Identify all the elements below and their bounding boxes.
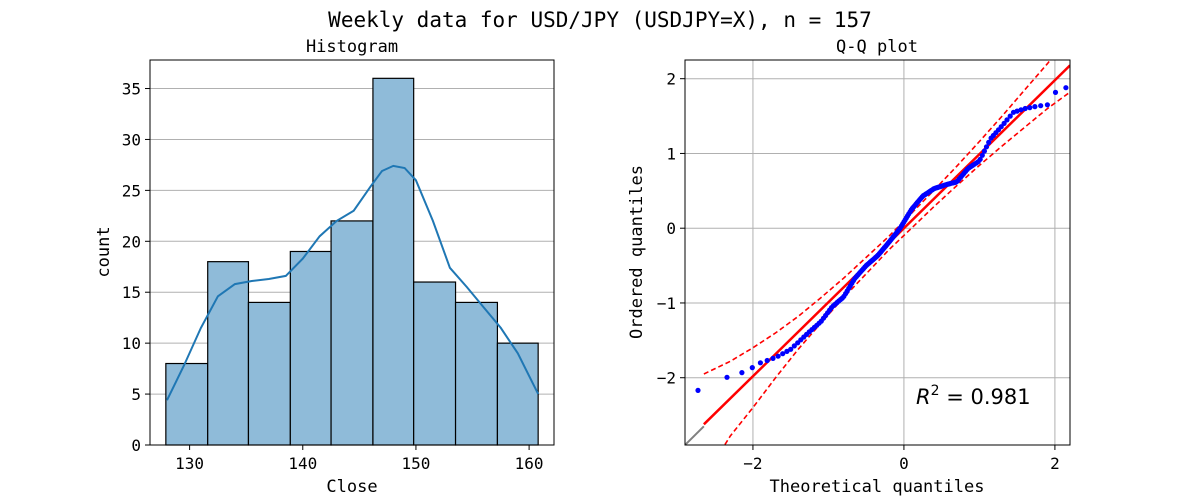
qq-point [739, 370, 745, 376]
qq-y-tick-label: 1 [666, 144, 676, 163]
histogram-x-tick-label: 130 [175, 454, 204, 473]
qq-plot-grid [685, 60, 1070, 445]
qq-x-tick-label: 0 [899, 454, 909, 473]
qq-point [749, 365, 755, 371]
qq-point [1078, 85, 1083, 90]
qq-point [983, 144, 990, 150]
qq-point [788, 346, 794, 352]
qq-point [979, 152, 985, 158]
confidence-band-upper [703, 60, 1052, 375]
histogram-x-tick-label: 140 [288, 454, 317, 473]
qq-point [981, 148, 988, 154]
qq-point [1044, 102, 1050, 108]
qq-point [1022, 105, 1028, 112]
qq-y-tick-label: 0 [666, 219, 676, 238]
kde-curve [166, 164, 540, 401]
qq-point [986, 139, 992, 145]
qq-point [775, 353, 781, 359]
qq-point [780, 351, 786, 357]
histogram-bar [413, 281, 457, 446]
qq-plot-title: Q-Q plot [836, 37, 918, 57]
qq-point [724, 374, 730, 380]
figure-title: Weekly data for USD/JPY (USDJPY=X), n = … [328, 8, 872, 32]
qq-points [695, 85, 1112, 393]
histogram-y-tick-label: 25 [122, 181, 141, 200]
histogram-frame [149, 59, 555, 446]
qq-y-label: Ordered quantiles [627, 165, 647, 339]
histogram-bar [372, 77, 415, 446]
histogram-y-tick-label: 0 [131, 436, 141, 455]
histogram-x-ticks: 130 140 150 160 [175, 445, 544, 473]
qq-point [791, 343, 797, 349]
qq-point [1018, 107, 1024, 113]
qq-point [1007, 113, 1013, 119]
histogram-bar [207, 261, 250, 446]
confidence-band-lower [723, 91, 1070, 445]
reference-line [685, 425, 705, 445]
r-squared-annotation: R2 = 0.981 [916, 383, 1031, 409]
qq-point [757, 360, 764, 366]
histogram-bar [330, 220, 374, 446]
qq-y-tick-label: −2 [657, 369, 676, 388]
qq-y-ticks: −2 −1 0 1 2 [657, 70, 685, 388]
histogram-y-tick-label: 35 [122, 80, 141, 99]
qq-point [1004, 117, 1010, 123]
histogram-bars [165, 77, 539, 446]
qq-point [977, 156, 983, 162]
histogram-y-ticks: 0 5 10 15 20 25 30 35 [122, 80, 150, 455]
qq-x-tick-label: 2 [1050, 454, 1060, 473]
histogram-title: Histogram [306, 37, 398, 57]
histogram-bar [247, 301, 291, 446]
qq-y-tick-label: −1 [657, 294, 676, 313]
qq-point [1038, 103, 1044, 109]
qq-point [1027, 105, 1033, 111]
histogram-y-tick-label: 5 [131, 385, 141, 404]
qq-point [1052, 89, 1059, 95]
histogram-y-tick-label: 20 [122, 232, 141, 251]
histogram-y-tick-label: 15 [122, 283, 141, 302]
histogram-x-tick-label: 150 [401, 454, 430, 473]
qq-point [1063, 85, 1069, 91]
qq-x-label: Theoretical quantiles [770, 477, 985, 497]
histogram-bar [454, 301, 499, 446]
histogram-y-label: count [94, 226, 114, 277]
qq-point [770, 355, 776, 361]
qq-point [1032, 104, 1038, 110]
histogram-bar [165, 362, 209, 446]
qq-plot-axes: Q-Q plot −2 0 2 −2 −1 0 1 2 Theoretical quanti… [627, 37, 1112, 497]
histogram-y-tick-label: 10 [122, 334, 141, 353]
histogram-axes: Histogram 130 140 150 160 0 5 10 15 20 25 30 35 Cl… [94, 37, 555, 497]
histogram-bar [289, 250, 332, 446]
qq-point [784, 348, 790, 354]
qq-y-tick-label: 2 [666, 70, 676, 89]
histogram-bar [496, 342, 539, 446]
qq-point [1107, 85, 1112, 90]
histogram-x-label: Close [326, 477, 377, 497]
qq-point [1001, 120, 1007, 126]
qq-plot-frame [684, 59, 1071, 446]
qq-x-tick-label: −2 [743, 454, 762, 473]
qq-point [764, 357, 770, 364]
histogram-y-tick-label: 30 [122, 130, 141, 149]
histogram-x-tick-label: 160 [515, 454, 544, 473]
qq-x-ticks: −2 0 2 [743, 445, 1060, 473]
qq-point [695, 387, 701, 393]
